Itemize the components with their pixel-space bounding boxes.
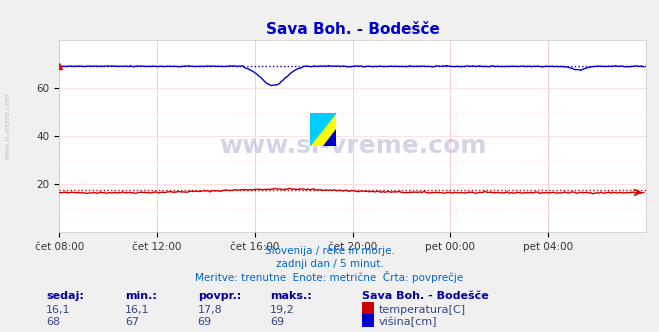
Text: višina[cm]: višina[cm] — [379, 317, 438, 327]
Text: 69: 69 — [198, 317, 212, 327]
Text: zadnji dan / 5 minut.: zadnji dan / 5 minut. — [275, 259, 384, 269]
Text: 19,2: 19,2 — [270, 305, 295, 315]
Text: 16,1: 16,1 — [125, 305, 150, 315]
Text: povpr.:: povpr.: — [198, 291, 241, 301]
Text: Slovenija / reke in morje.: Slovenija / reke in morje. — [264, 246, 395, 256]
Text: 69: 69 — [270, 317, 284, 327]
Polygon shape — [323, 129, 336, 146]
Text: www.si-vreme.com: www.si-vreme.com — [219, 134, 486, 158]
Polygon shape — [310, 113, 336, 146]
Polygon shape — [310, 113, 336, 146]
Text: Sava Boh. - Bodešče: Sava Boh. - Bodešče — [362, 291, 489, 301]
Text: min.:: min.: — [125, 291, 157, 301]
Text: www.si-vreme.com: www.si-vreme.com — [5, 93, 11, 159]
Text: sedaj:: sedaj: — [46, 291, 84, 301]
Text: temperatura[C]: temperatura[C] — [379, 305, 466, 315]
Text: 17,8: 17,8 — [198, 305, 223, 315]
Title: Sava Boh. - Bodešče: Sava Boh. - Bodešče — [266, 22, 440, 37]
Text: maks.:: maks.: — [270, 291, 312, 301]
Text: Meritve: trenutne  Enote: metrične  Črta: povprečje: Meritve: trenutne Enote: metrične Črta: … — [195, 271, 464, 283]
Text: 16,1: 16,1 — [46, 305, 71, 315]
Text: 67: 67 — [125, 317, 139, 327]
Text: 68: 68 — [46, 317, 60, 327]
